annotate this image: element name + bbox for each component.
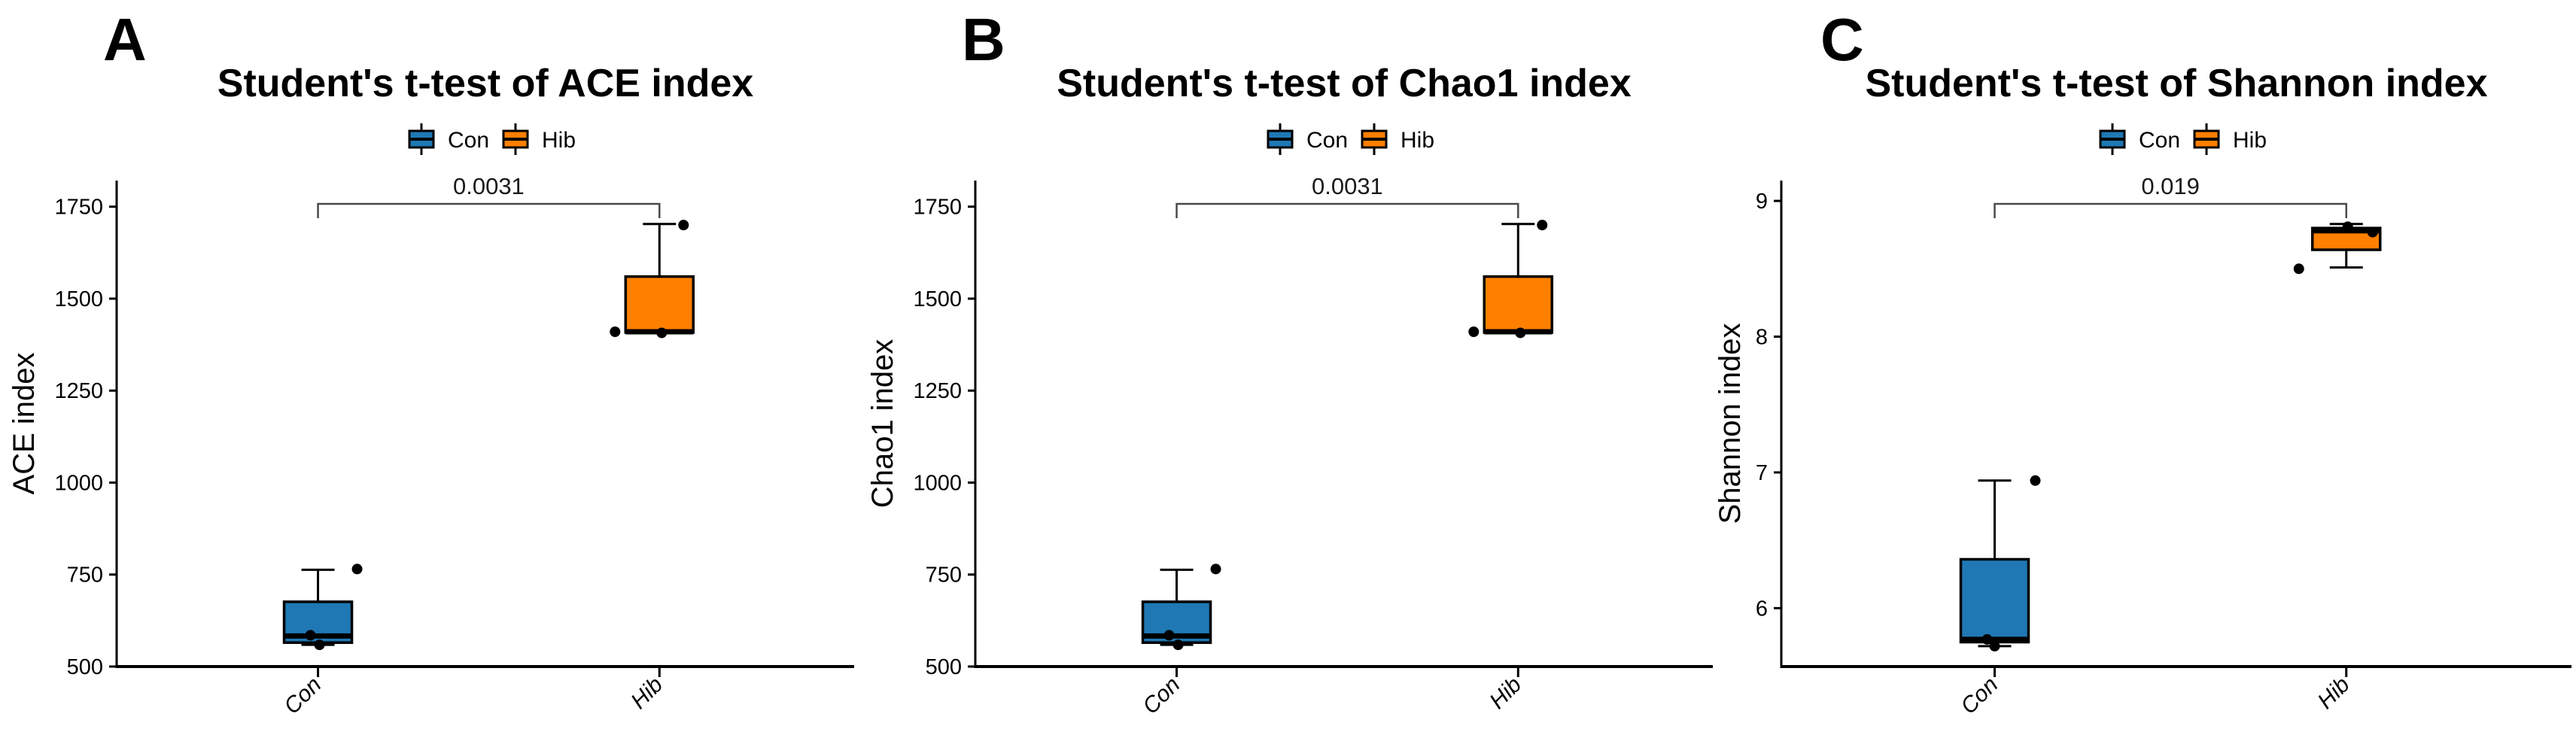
panel-label: C: [1820, 6, 1864, 73]
y-tick-label: 750: [926, 563, 962, 588]
data-point-hib: [1468, 326, 1480, 337]
box-con: [1959, 557, 2030, 644]
legend-item-hib: Hib: [2193, 123, 2267, 155]
legend-label: Hib: [2233, 128, 2267, 153]
data-point-hib: [610, 326, 621, 337]
y-tick-label: 1750: [913, 196, 962, 220]
legend-label: Con: [448, 128, 489, 153]
box-hib: [1483, 275, 1554, 334]
panel-b: B Student's t-test of Chao1 index Con Hib 17…: [859, 0, 1717, 735]
y-tick-label: 1750: [54, 196, 103, 220]
panel-a: A Student's t-test of ACE index Con Hib 1750…: [0, 0, 859, 735]
legend-label: Con: [1306, 128, 1348, 153]
significance-bracket: [1994, 202, 2347, 218]
p-value-label: 0.019: [2141, 173, 2200, 199]
outlier-point-con: [351, 563, 363, 575]
p-value-label: 0.0031: [453, 173, 525, 199]
outlier-point-hib: [2293, 263, 2304, 275]
y-tick-label: 1500: [913, 287, 962, 311]
y-tick-label: 750: [67, 563, 103, 588]
outlier-point-hib: [678, 220, 689, 231]
x-tick-label-con: Con: [279, 673, 326, 719]
data-point-hib: [656, 327, 668, 339]
x-tick-label-con: Con: [1138, 673, 1185, 719]
legend-item-con: Con: [2099, 123, 2180, 155]
y-tick-label: 1000: [54, 471, 103, 495]
data-point-con: [1172, 639, 1184, 651]
legend-item-con: Con: [1267, 123, 1348, 155]
data-point-hib: [1515, 327, 1526, 339]
data-point-con: [1163, 630, 1175, 641]
ace-index-boxplot-chart: A Student's t-test of ACE index Con Hib 1750…: [8, 6, 854, 719]
y-tick-label: 9: [1756, 190, 1768, 214]
outlier-point-con: [1210, 563, 1221, 575]
y-axis-title: ACE index: [8, 353, 41, 495]
legend-item-con: Con: [408, 123, 489, 155]
outlier-point-con: [2030, 475, 2041, 486]
box-hib: [624, 275, 695, 334]
data-point-con: [314, 639, 325, 651]
y-tick-label: 1000: [913, 471, 962, 495]
data-point-con: [1981, 633, 1993, 645]
panel-label: B: [962, 6, 1005, 73]
legend-item-hib: Hib: [502, 123, 576, 155]
x-tick-label-hib: Hib: [626, 673, 668, 714]
x-tick-label-con: Con: [1956, 673, 2003, 719]
legend-label: Hib: [542, 128, 576, 153]
legend-item-hib: Hib: [1361, 123, 1434, 155]
chart-title: Student's t-test of ACE index: [217, 62, 754, 105]
data-point-hib: [2342, 221, 2353, 232]
significance-bracket: [317, 202, 661, 218]
y-axis-title: Shannon index: [1717, 323, 1747, 524]
chart-title: Student's t-test of Chao1 index: [1057, 62, 1632, 105]
panel-label: A: [103, 6, 147, 73]
y-tick-label: 7: [1756, 461, 1768, 485]
data-point-con: [305, 630, 316, 641]
p-value-label: 0.0031: [1312, 173, 1383, 199]
significance-bracket: [1175, 202, 1519, 218]
data-point-hib: [2367, 226, 2378, 238]
chart-title: Student's t-test of Shannon index: [1865, 62, 2487, 105]
outlier-point-hib: [1537, 220, 1548, 231]
legend-label: Con: [2139, 128, 2180, 153]
legend-label: Hib: [1401, 128, 1434, 153]
x-tick-label-hib: Hib: [2313, 673, 2355, 714]
y-axis-title: Chao1 index: [866, 339, 899, 509]
y-tick-label: 8: [1756, 326, 1768, 350]
chao1-index-boxplot-chart: B Student's t-test of Chao1 index Con Hib 17…: [866, 6, 1713, 719]
y-tick-label: 6: [1756, 597, 1768, 621]
y-tick-label: 1250: [54, 379, 103, 403]
y-tick-label: 1250: [913, 379, 962, 403]
x-tick-label-hib: Hib: [1485, 673, 1526, 714]
y-tick-label: 500: [67, 655, 103, 679]
y-tick-label: 1500: [54, 287, 103, 311]
panel-c: C Student's t-test of Shannon index Con Hib…: [1717, 0, 2576, 735]
y-tick-label: 500: [926, 655, 962, 679]
data-point-con: [1989, 640, 2000, 651]
